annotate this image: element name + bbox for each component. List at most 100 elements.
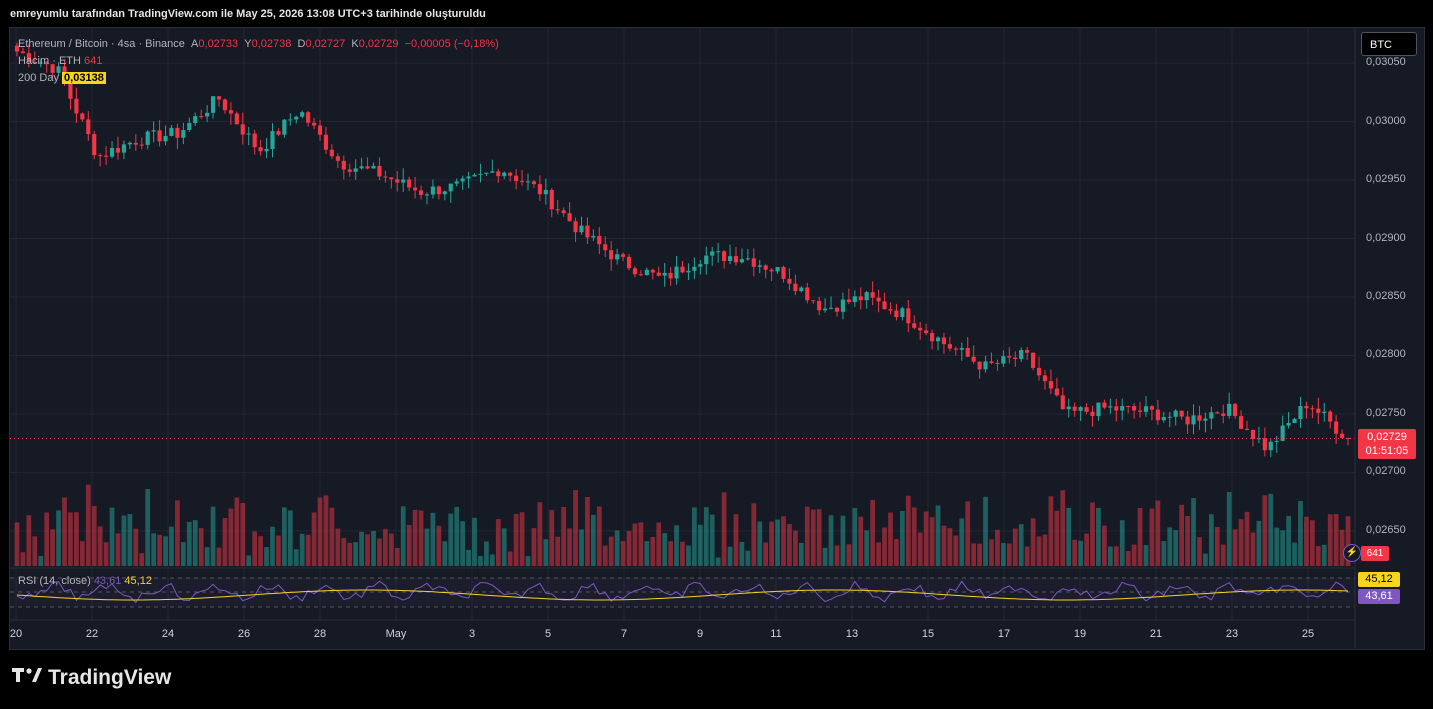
legend-ma-row[interactable]: 200 Day 0,03138 [18,70,499,87]
candle-body [1013,357,1018,359]
candle-body [959,348,964,350]
volume-bar [38,556,44,566]
volume-bar [103,542,109,566]
legend-low-label: D [297,38,306,50]
legend-high-label: Y [244,38,252,50]
candle-body [662,272,667,276]
candle-body [1197,415,1202,421]
candle-body [395,179,400,183]
x-tick-label: 20 [9,628,23,640]
candle-body [508,172,513,176]
volume-bar [1179,504,1185,566]
volume-bar [466,549,471,566]
volume-bar [596,506,602,566]
volume-bar [317,497,323,566]
volume-bar [151,533,157,566]
volume-bar [1137,508,1143,566]
candle-body [294,116,299,120]
volume-bar [50,529,56,566]
candle-body [537,184,542,195]
volume-bar [1345,516,1351,566]
candle-body [793,283,798,292]
candle-body [56,66,61,73]
candle-body [1203,418,1208,421]
last-price-value: 0,02729 [1367,431,1407,443]
candle-body [460,178,465,182]
candle-body [1262,438,1267,451]
candle-body [811,300,816,302]
y-tick-label: 0,02850 [1366,290,1406,302]
candle-body [86,119,91,135]
volume-bar [1006,543,1012,566]
x-tick-label: 17 [997,628,1011,640]
candle-body [531,181,537,185]
volume-bar [519,512,525,566]
volume-bar [763,542,769,566]
y-tick-label: 0,02800 [1366,348,1406,361]
volume-bar [721,492,727,566]
candle-body [1025,350,1030,353]
volume-bar [793,530,798,566]
tradingview-brand[interactable]: TradingView [12,666,171,690]
volume-bar [400,506,406,566]
candle-body [906,308,911,324]
volume-bar [787,524,792,566]
legend-volume-row[interactable]: Hacim · ETH 641 [18,53,499,70]
candle-body [484,172,489,174]
volume-bar [335,528,341,566]
volume-bar [1250,532,1256,566]
candle-body [769,269,774,272]
volume-bar [359,531,364,566]
volume-bar [1173,530,1179,566]
rsi-legend[interactable]: RSI (14, close) 43,61 45,12 [18,575,152,587]
volume-bar [525,556,531,566]
candle-body [163,135,168,142]
candle-body [74,98,79,114]
volume-bar [1274,527,1280,566]
candle-body [454,181,459,184]
legend-symbol[interactable]: Ethereum / Bitcoin · 4sa · Binance [18,38,185,50]
candle-body [698,264,703,267]
candle-body [80,113,85,120]
volume-bar [436,525,442,566]
volume-bar [377,538,382,566]
y-tick-label: 0,03000 [1366,114,1406,127]
volume-bar [1197,537,1202,566]
volume-bar [299,533,305,566]
candle-body [1066,406,1071,410]
candle-body [912,323,917,328]
candle-body [323,134,329,150]
volume-bar [1298,500,1303,566]
rsi-ma-line [16,589,1349,601]
currency-button[interactable]: BTC [1361,32,1417,56]
candle-body [668,272,673,279]
candle-body [941,337,947,345]
volume-bar [864,530,870,566]
volume-bar [757,521,763,566]
volume-bar [852,508,858,566]
candle-body [151,130,156,132]
candle-body [276,131,281,135]
volume-bar [186,521,192,566]
lightning-icon[interactable]: ⚡ [1343,544,1361,562]
volume-bar [935,505,941,566]
legend-open-label: A [191,38,199,50]
volume-bar [840,515,846,566]
candle-body [549,189,554,210]
candle-body [733,256,739,263]
candle-body [187,122,192,131]
volume-bar [739,541,745,566]
candle-body [1161,417,1166,421]
volume-bar [1042,534,1048,566]
candle-body [92,134,97,156]
volume-bar [1214,526,1220,566]
volume-bar [145,489,151,566]
candle-body [1084,407,1089,412]
volume-bar [1155,500,1161,566]
volume-bar [543,539,549,566]
legend-ma-label: 200 Day [18,72,59,84]
volume-bar [62,497,67,566]
volume-bar [394,548,400,566]
volume-bar [911,507,917,566]
